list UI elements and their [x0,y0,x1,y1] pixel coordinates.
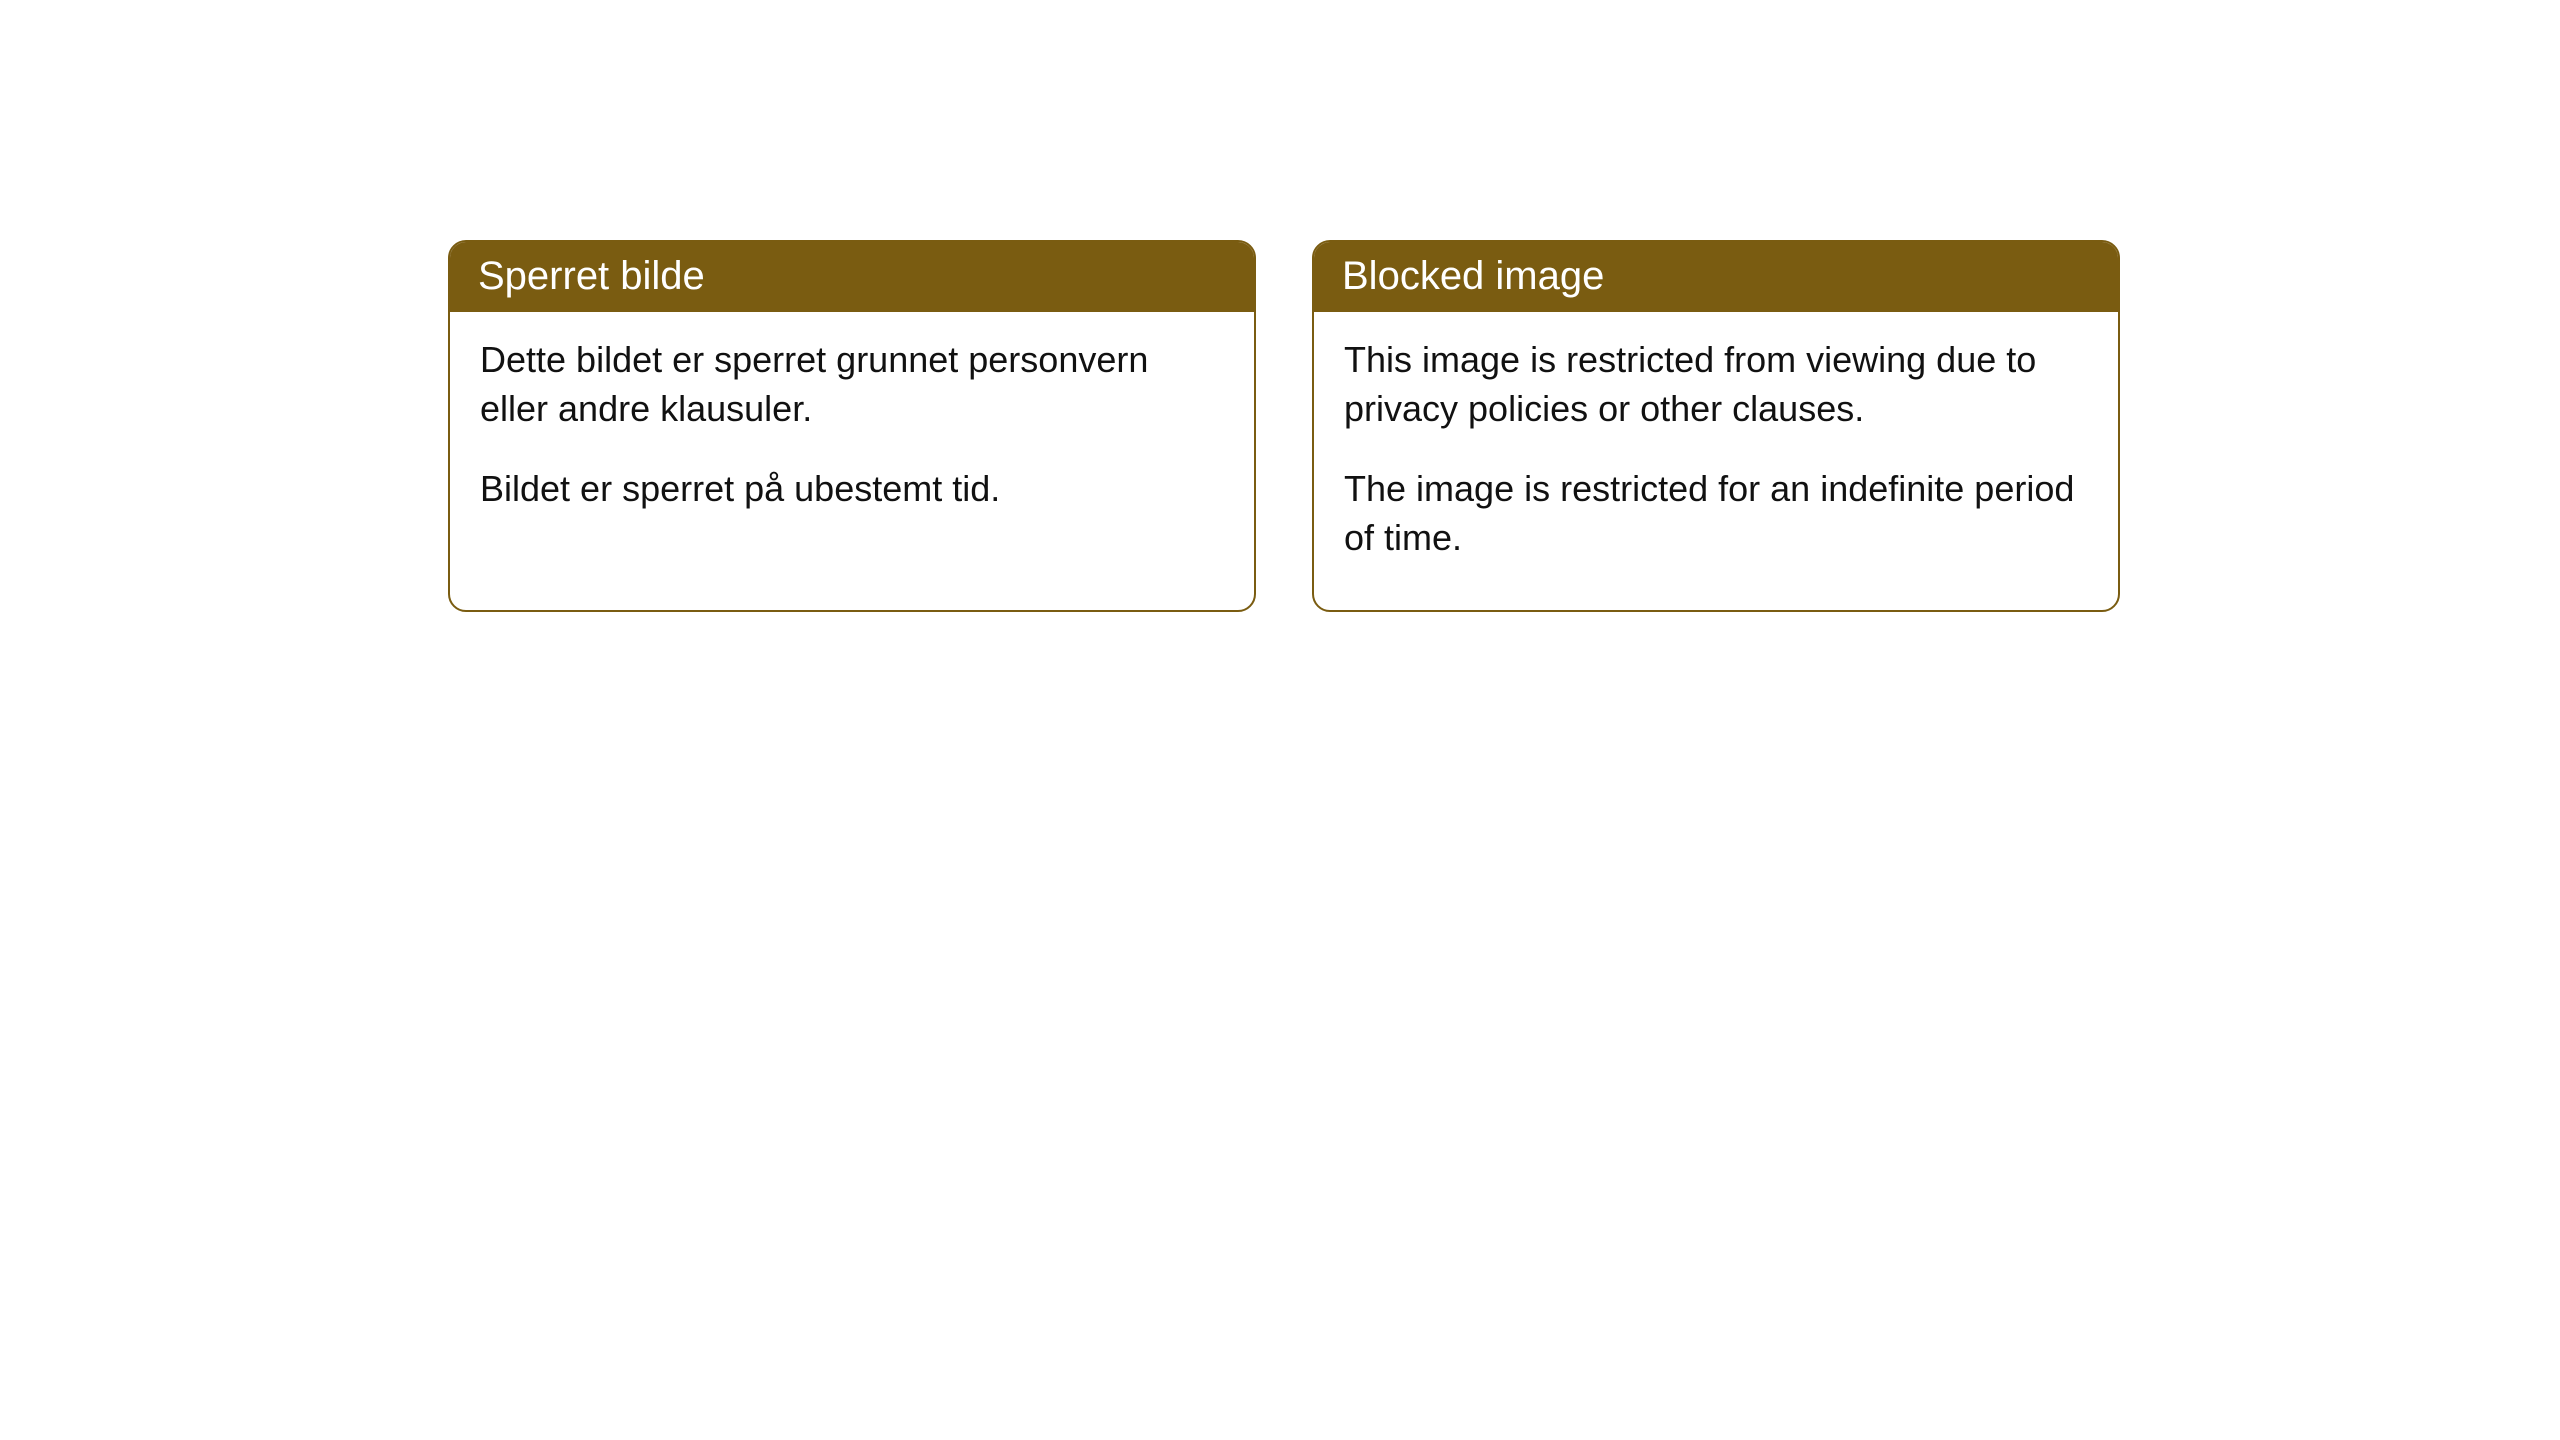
card-paragraph: This image is restricted from viewing du… [1344,336,2088,433]
card-paragraph: Dette bildet er sperret grunnet personve… [480,336,1224,433]
blocked-image-card-en: Blocked image This image is restricted f… [1312,240,2120,612]
card-paragraph: Bildet er sperret på ubestemt tid. [480,465,1224,514]
cards-container: Sperret bilde Dette bildet er sperret gr… [448,240,2120,612]
card-title: Sperret bilde [450,242,1254,312]
card-paragraph: The image is restricted for an indefinit… [1344,465,2088,562]
card-body: This image is restricted from viewing du… [1314,312,2118,610]
blocked-image-card-no: Sperret bilde Dette bildet er sperret gr… [448,240,1256,612]
card-body: Dette bildet er sperret grunnet personve… [450,312,1254,562]
card-title: Blocked image [1314,242,2118,312]
